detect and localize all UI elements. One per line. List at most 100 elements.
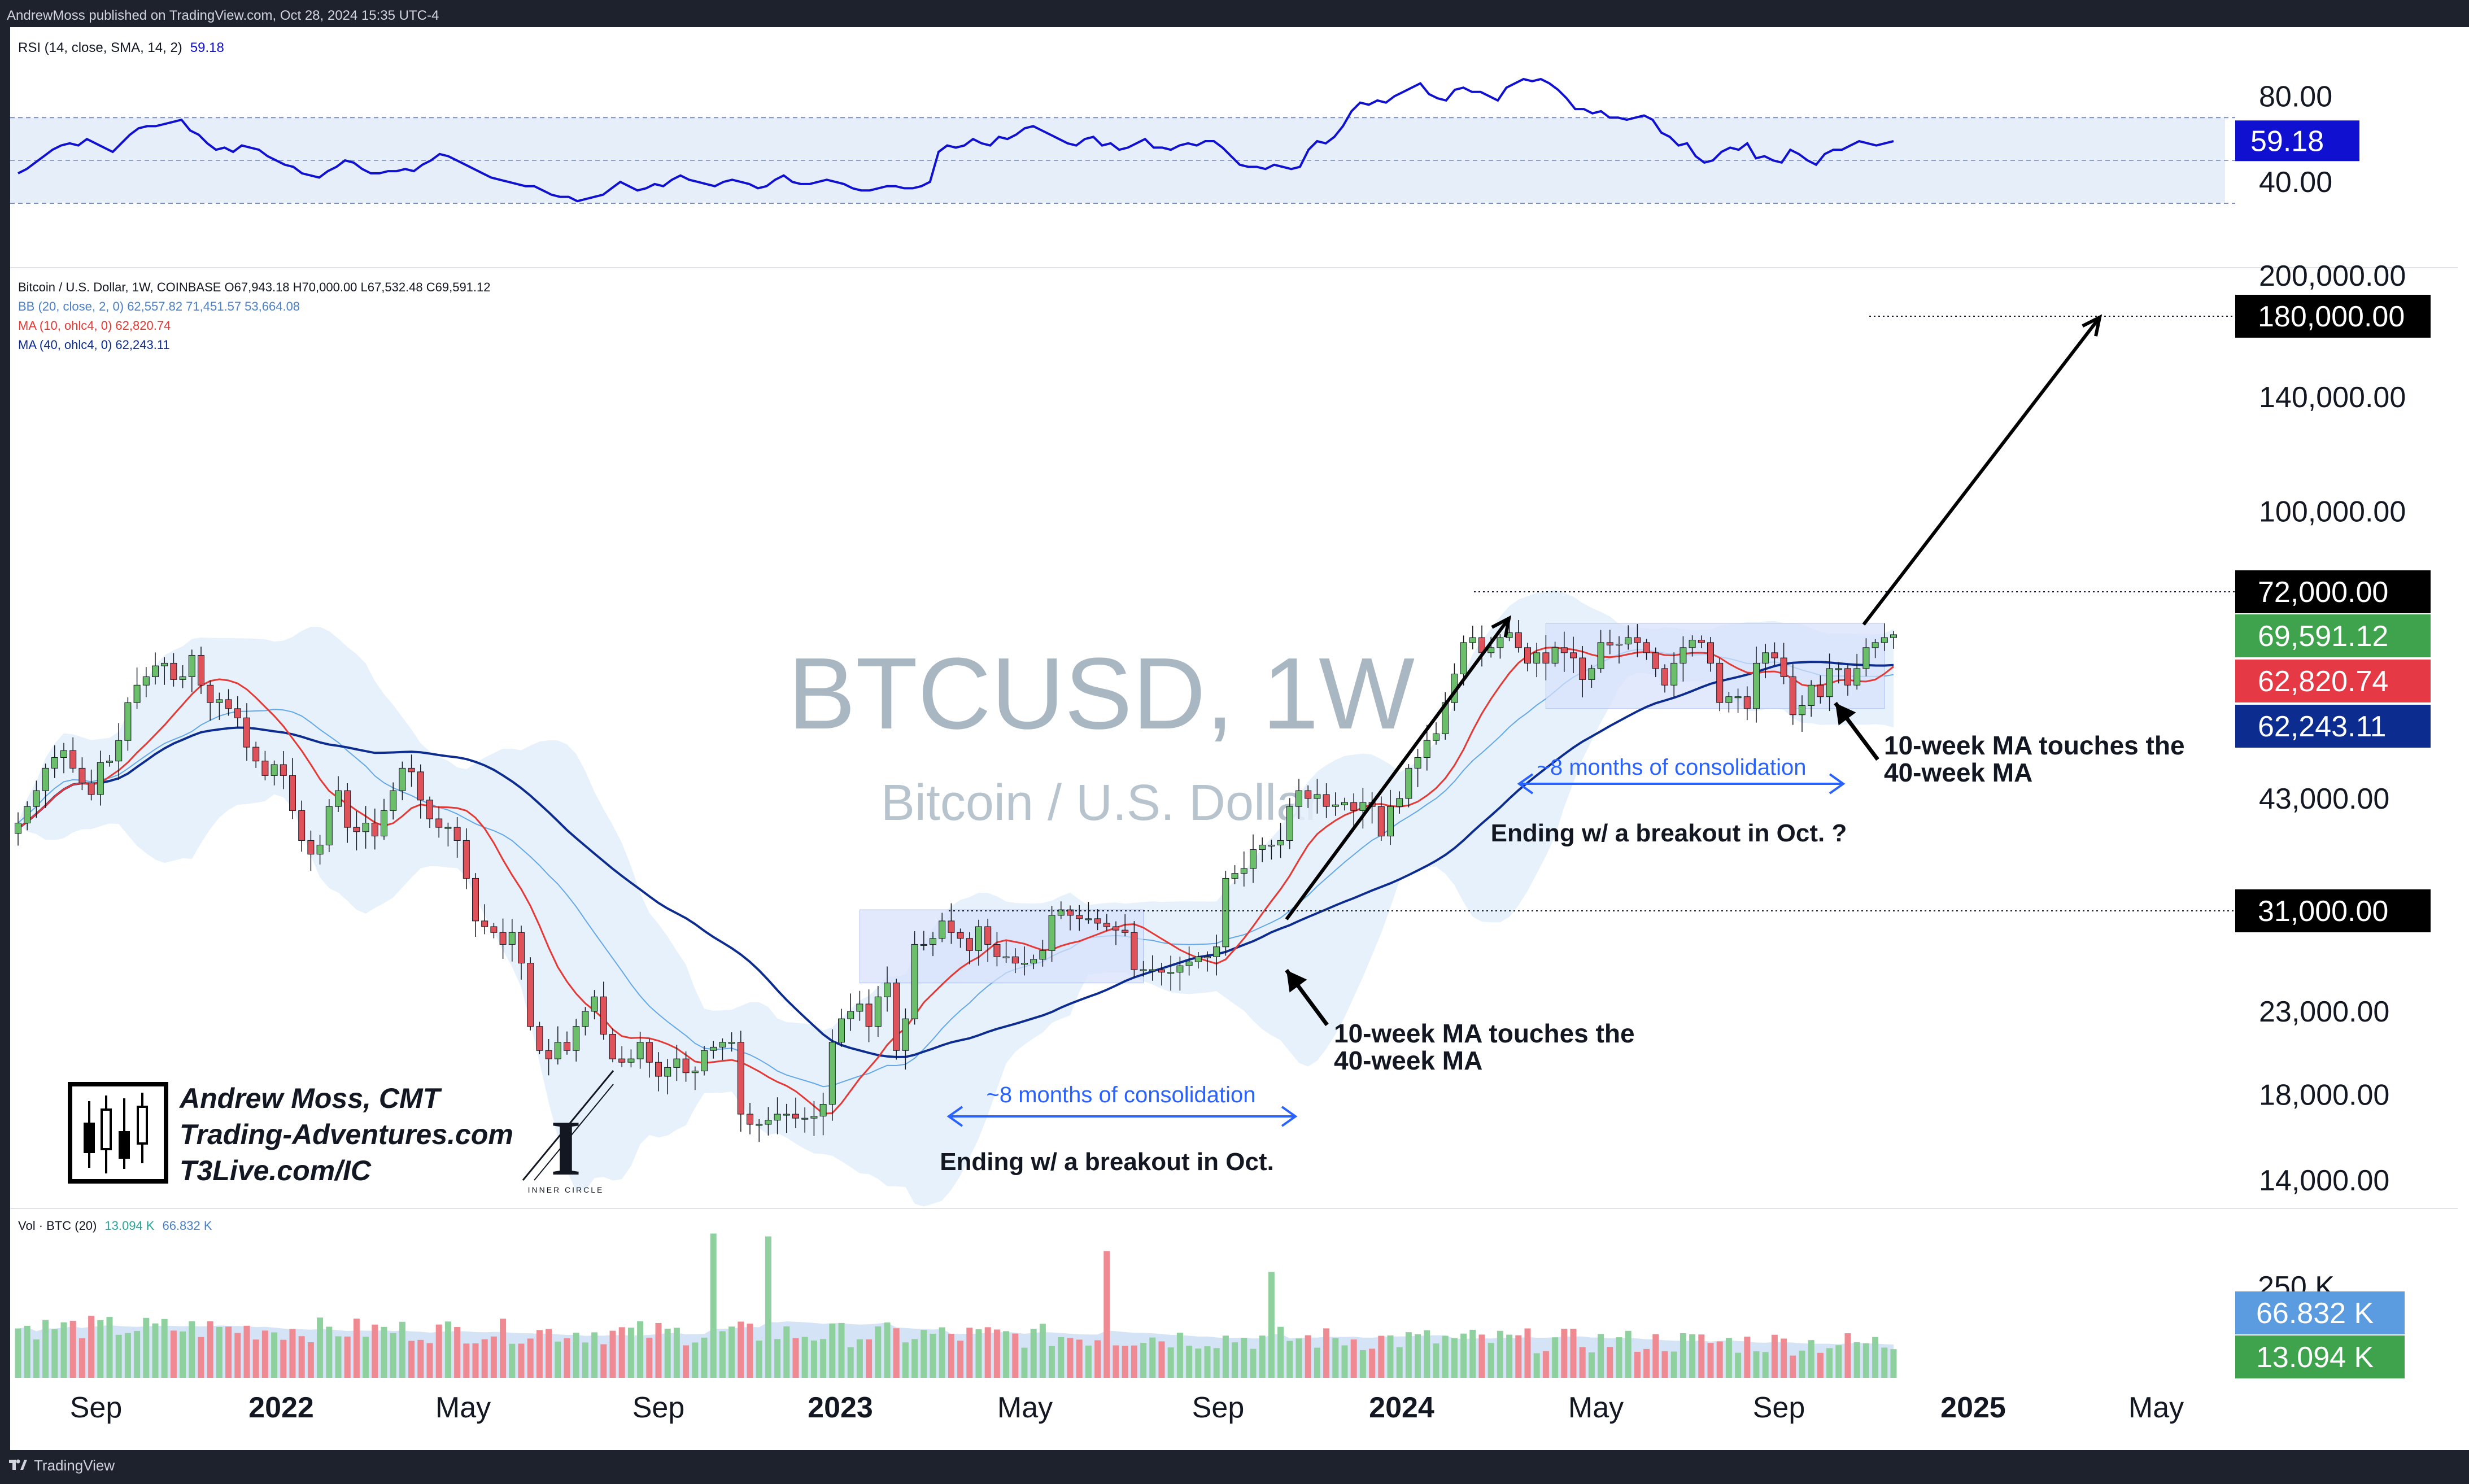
- candle-body: [1716, 662, 1724, 703]
- candle-body: [453, 827, 461, 841]
- candle-body: [636, 1042, 644, 1059]
- candle: [930, 932, 936, 957]
- volume-bar: [1506, 1334, 1513, 1378]
- candle: [1149, 955, 1156, 981]
- volume-bar: [1305, 1335, 1311, 1378]
- time-axis-tick: May: [1568, 1391, 1624, 1424]
- candle: [1305, 785, 1312, 808]
- candle: [1185, 946, 1193, 976]
- candle-body: [728, 1042, 735, 1044]
- volume-bar: [298, 1336, 305, 1378]
- candle: [627, 1049, 635, 1068]
- candle: [682, 1051, 690, 1082]
- candle-body: [1377, 806, 1385, 837]
- price-label-box: [2235, 570, 2431, 613]
- candle: [1524, 643, 1531, 671]
- candle: [645, 1038, 653, 1078]
- candle: [1652, 647, 1659, 677]
- candle: [1515, 620, 1522, 653]
- time-axis-tick: Sep: [1192, 1391, 1245, 1424]
- candle-body: [1524, 647, 1531, 664]
- volume-bar: [1241, 1338, 1247, 1378]
- candle-body: [1240, 868, 1247, 874]
- candle: [1579, 645, 1586, 697]
- volume-bar: [930, 1333, 936, 1378]
- candle-body: [810, 1116, 818, 1119]
- inner-circle-label: INNER CIRCLE: [528, 1185, 604, 1194]
- volume-bar: [1122, 1346, 1128, 1378]
- ma-touch-annotation-2: 10-week MA touches the 40-week MA: [1884, 731, 2185, 787]
- candle: [582, 1007, 589, 1036]
- volume-bar: [801, 1337, 808, 1378]
- volume-bar: [1149, 1337, 1156, 1378]
- candle-body: [1122, 929, 1129, 933]
- volume-bar: [426, 1343, 433, 1378]
- candle-body: [1634, 637, 1641, 643]
- volume-bar: [655, 1322, 662, 1378]
- tradingview-logo-icon[interactable]: [8, 1457, 27, 1472]
- candle-body: [1204, 956, 1211, 958]
- candle: [490, 923, 498, 939]
- target-arrow-1: [1285, 615, 1512, 920]
- candle: [390, 782, 397, 820]
- candle: [353, 811, 360, 850]
- candle-body: [920, 944, 927, 946]
- time-axis-tick: 2024: [1369, 1391, 1434, 1424]
- volume-bar: [42, 1320, 49, 1378]
- candle: [362, 806, 369, 849]
- volume-bar: [363, 1337, 369, 1378]
- ma-touch-label-2b: 40-week MA: [1884, 758, 2032, 787]
- volume-bar: [975, 1329, 982, 1378]
- candle: [865, 989, 873, 1042]
- volume-bar: [1716, 1341, 1723, 1378]
- candle-body: [1167, 972, 1175, 974]
- volume-bars: [15, 1233, 1897, 1378]
- candle: [1817, 675, 1824, 704]
- candle-body: [1890, 634, 1897, 638]
- candle-body: [1799, 705, 1805, 715]
- candle-body: [1085, 918, 1092, 920]
- candle: [810, 1101, 818, 1136]
- candle-body: [1094, 918, 1101, 924]
- candle-body: [1076, 915, 1083, 919]
- tradingview-brand[interactable]: TradingView: [34, 1457, 115, 1474]
- volume-bar: [627, 1328, 634, 1378]
- price-label: 69,591.12: [2235, 614, 2431, 657]
- candle-body: [390, 790, 397, 811]
- volume-bar: [957, 1341, 964, 1378]
- volume-label: 66.832 K: [2235, 1291, 2405, 1334]
- volume-bar: [518, 1343, 525, 1378]
- candle-body: [1616, 644, 1622, 646]
- candle-body: [335, 790, 342, 807]
- volume-bar: [307, 1342, 314, 1378]
- candle: [78, 757, 86, 791]
- candle-body: [1743, 696, 1751, 709]
- candle-body: [573, 1026, 580, 1051]
- candle: [1625, 625, 1632, 650]
- candle: [1433, 722, 1439, 745]
- candle: [24, 801, 31, 831]
- volume-bar: [1003, 1331, 1010, 1378]
- candle: [1542, 635, 1550, 680]
- volume-bar: [1213, 1348, 1220, 1378]
- candle-body: [426, 800, 433, 819]
- candle-body: [1185, 961, 1193, 966]
- candle: [902, 1008, 909, 1070]
- candle-body: [1222, 878, 1229, 948]
- volume-bar: [710, 1233, 717, 1378]
- candle: [1707, 636, 1714, 672]
- candle: [1826, 653, 1833, 712]
- volume-bar: [783, 1326, 790, 1378]
- price-label: 180,000.00: [2235, 295, 2431, 338]
- volume-bar: [317, 1317, 324, 1378]
- ma-touch-pointer-2: [1834, 701, 1879, 761]
- candle-body: [170, 662, 177, 680]
- candle-body: [701, 1050, 708, 1072]
- candle-body: [1789, 676, 1796, 715]
- candle: [161, 657, 168, 685]
- volume-bar: [1853, 1342, 1860, 1378]
- candle: [335, 776, 342, 812]
- candle: [1204, 951, 1211, 972]
- volume-bar: [1817, 1352, 1824, 1378]
